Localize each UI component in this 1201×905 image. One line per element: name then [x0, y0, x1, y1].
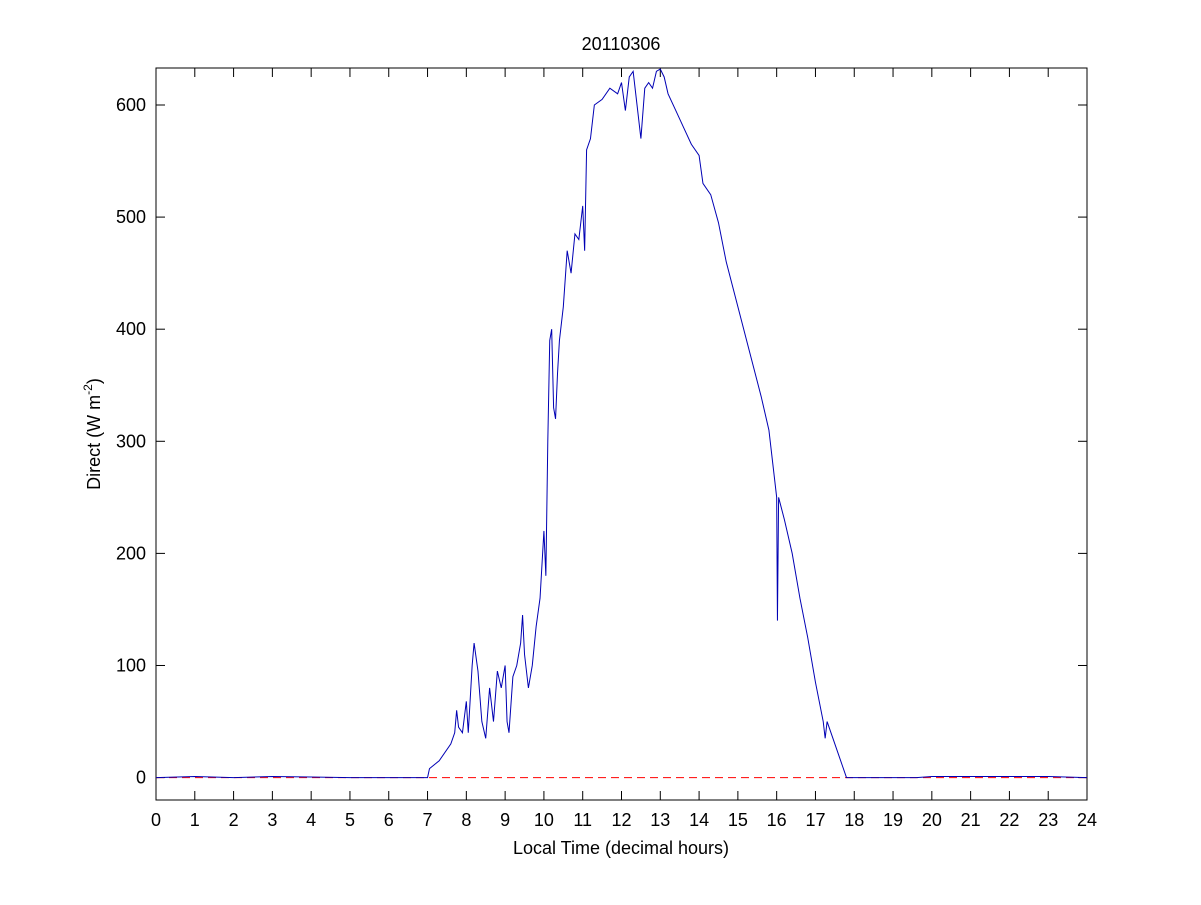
x-tick-label: 19 [883, 810, 903, 830]
x-tick-label: 15 [728, 810, 748, 830]
x-tick-label: 18 [844, 810, 864, 830]
y-tick-label: 300 [116, 431, 146, 451]
x-tick-label: 2 [229, 810, 239, 830]
y-tick-label: 200 [116, 543, 146, 563]
y-axis-label: Direct (W m-2) [81, 378, 104, 490]
x-tick-label: 3 [267, 810, 277, 830]
x-tick-label: 9 [500, 810, 510, 830]
x-tick-label: 1 [190, 810, 200, 830]
x-tick-label: 13 [650, 810, 670, 830]
x-tick-label: 22 [999, 810, 1019, 830]
x-tick-label: 21 [961, 810, 981, 830]
x-tick-label: 7 [423, 810, 433, 830]
y-tick-label: 0 [136, 768, 146, 788]
data-line [155, 68, 1088, 779]
x-tick-label: 4 [306, 810, 316, 830]
y-label-superscript: -2 [81, 384, 95, 395]
x-tick-label: 17 [805, 810, 825, 830]
y-label-part: Direct (W m [84, 395, 104, 490]
chart-title: 20110306 [582, 34, 661, 54]
x-tick-label: 14 [689, 810, 709, 830]
x-tick-label: 12 [611, 810, 631, 830]
x-tick-label: 10 [534, 810, 554, 830]
x-axis-label: Local Time (decimal hours) [513, 838, 729, 858]
y-tick-label: 100 [116, 655, 146, 675]
x-tick-label: 23 [1038, 810, 1058, 830]
x-tick-label: 5 [345, 810, 355, 830]
x-tick-label: 8 [461, 810, 471, 830]
x-tick-label: 11 [573, 810, 592, 830]
x-tick-label: 0 [151, 810, 161, 830]
y-tick-label: 400 [116, 319, 146, 339]
x-tick-label: 20 [922, 810, 942, 830]
y-tick-label: 500 [116, 207, 146, 227]
plot-area [155, 67, 1088, 801]
x-tick-label: 16 [767, 810, 787, 830]
x-tick-label: 6 [384, 810, 394, 830]
y-tick-label: 600 [116, 95, 146, 115]
x-tick-label: 24 [1077, 810, 1097, 830]
y-label-part: ) [84, 378, 104, 384]
